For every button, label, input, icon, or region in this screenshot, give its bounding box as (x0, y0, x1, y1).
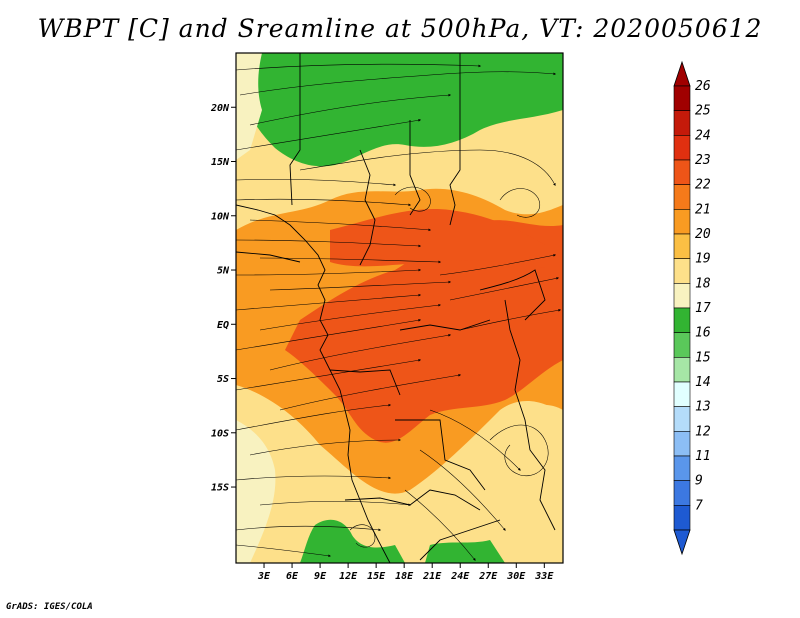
colorbar-label: 19 (695, 252, 711, 267)
lon-tick-label: 3E (257, 571, 271, 582)
colorbar-label: 18 (695, 276, 711, 291)
map-plot-area (236, 53, 563, 563)
lat-tick-label: 10S (211, 428, 229, 439)
zone-central-hot (285, 220, 563, 443)
colorbar: 26 25 24 23 22 21 20 19 18 17 16 15 14 13 12 11 9 7 (673, 60, 711, 556)
colorbar-label: 26 (695, 79, 711, 94)
lon-tick-label: 6E (286, 571, 299, 582)
lat-tick-label: 10N (211, 211, 230, 222)
colorbar-top-arrow (673, 60, 691, 87)
zone-north-green (236, 53, 563, 167)
colorbar-swatch (673, 307, 691, 333)
lat-tick-label: 5N (217, 266, 230, 277)
lat-tick-label: 20N (210, 103, 230, 114)
colorbar-label: 7 (695, 498, 703, 513)
colorbar-label: 15 (695, 350, 711, 365)
lon-tick-label: 30E (506, 571, 526, 582)
colorbar-swatch (673, 135, 691, 161)
lon-tick-label: 24E (450, 571, 470, 582)
colorbar-swatch (673, 406, 691, 432)
lon-tick-label: 33E (534, 571, 554, 582)
lat-tick-label: 5S (217, 374, 229, 385)
streamlines (236, 63, 562, 561)
colorbar-label: 13 (695, 400, 711, 415)
colorbar-swatch (673, 381, 691, 407)
footer-credit: GrADS: IGES/COLA (6, 602, 93, 612)
lat-tick-label: EQ (217, 320, 229, 331)
colorbar-label: 16 (695, 326, 711, 341)
colorbar-swatch (673, 85, 691, 111)
zone-south-green (425, 540, 505, 563)
lat-tick-label: 15N (211, 157, 230, 168)
colorbar-label: 9 (695, 474, 703, 489)
colorbar-swatch (673, 233, 691, 259)
map-frame (235, 52, 564, 564)
lon-tick-label: 27E (478, 571, 498, 582)
zone-southwest-green (300, 519, 405, 563)
colorbar-label: 21 (695, 202, 711, 217)
country-borders (236, 53, 556, 563)
colorbar-label: 14 (695, 375, 711, 390)
colorbar-swatch (673, 505, 691, 531)
colorbar-swatch (673, 258, 691, 284)
longitude-axis: 3E 6E 9E 12E 15E 18E 21E 24E 27E 30E 33E (257, 563, 554, 582)
colorbar-swatch (673, 431, 691, 457)
colorbar-label: 11 (695, 449, 711, 464)
colorbar-label: 24 (695, 128, 711, 143)
colorbar-swatch (673, 455, 691, 481)
chart-title: WBPT [C] and Sreamline at 500hPa, VT: 20… (37, 14, 763, 43)
lat-tick-label: 15S (211, 483, 229, 494)
colorbar-label: 23 (695, 153, 711, 168)
colorbar-swatch (673, 283, 691, 309)
colorbar-label: 17 (695, 301, 711, 316)
lon-tick-label: 18E (395, 571, 414, 582)
colorbar-swatch (673, 184, 691, 210)
latitude-axis: 20N 15N 10N 5N EQ 5S 10S 15S (210, 103, 236, 494)
colorbar-swatch (673, 110, 691, 136)
colorbar-label: 22 (695, 178, 711, 193)
colorbar-swatch (673, 332, 691, 358)
zone-west-cream (236, 420, 276, 563)
zone-south-cream (236, 400, 563, 563)
zone-central-upper (330, 209, 545, 268)
colorbar-label: 12 (695, 424, 711, 439)
colorbar-label: 20 (695, 227, 711, 242)
colorbar-swatch (673, 357, 691, 383)
colorbar-swatch (673, 480, 691, 506)
lon-tick-label: 21E (422, 571, 442, 582)
colorbar-swatch (673, 159, 691, 185)
zone-northwest-cream (236, 53, 262, 160)
lon-tick-label: 9E (314, 571, 327, 582)
colorbar-label: 25 (695, 104, 711, 119)
lon-tick-label: 12E (339, 571, 358, 582)
lon-tick-label: 15E (367, 571, 386, 582)
colorbar-swatch (673, 209, 691, 235)
colorbar-bottom-arrow (673, 529, 691, 556)
